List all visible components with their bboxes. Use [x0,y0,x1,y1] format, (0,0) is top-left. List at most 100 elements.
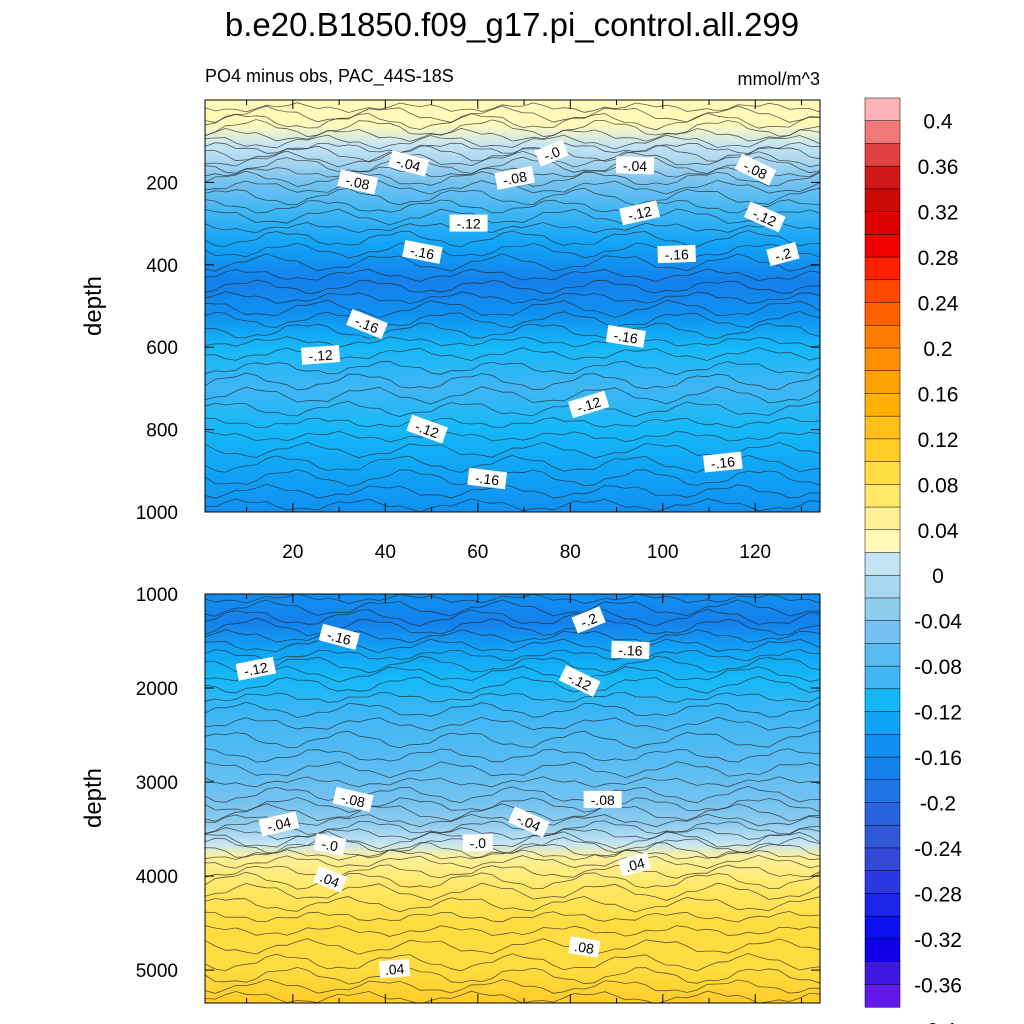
colorbar-label: 0.28 [918,247,959,270]
contour-line [205,841,820,859]
contour-line [205,953,820,972]
contour-label-text: -.16 [710,453,736,471]
colorbar-box [864,393,901,417]
contour-label-text: -.16 [613,327,640,347]
contour-line [205,803,820,822]
contour-line [205,208,820,226]
contour-label: .04 [312,865,348,893]
colorbar-labels: 0.4 0.36 0.32 0.28 0.24 0.2 0.16 0.12 0.08 0.04 0 -… [914,111,962,1024]
y-tick-label: 1000 [136,503,178,524]
contour-label-text: -.0 [541,143,562,164]
colorbar-box [864,688,901,713]
colorbar-box [864,506,901,531]
contour-label-text: -.08 [591,792,615,808]
colorbar-box [864,643,901,667]
lower-frame [204,593,821,1004]
contour-label-text: -.12 [308,347,333,365]
contour-label: -.12 [235,656,277,681]
contour-label-box [583,790,622,808]
colorbar-label: 0.08 [918,474,959,497]
contour-label-box [494,165,535,190]
contour-label-text: -.0 [469,835,486,852]
contour-line [205,638,820,654]
contour-line [205,299,820,319]
contour-line [205,820,820,835]
contour-line [205,134,820,150]
contour-label-box [605,325,646,348]
colorbar-box [864,302,901,326]
contour-label-box [618,852,652,877]
contour-label-box [313,833,347,856]
colorbar-label: -0.2 [920,793,956,816]
contour-line [205,655,820,674]
colorbar-label: 0.24 [918,293,959,316]
colorbar-label: 0.04 [918,520,959,543]
upper-y-axis: 200 400 600 800 1000 [136,173,820,524]
contour-line [205,776,820,788]
contour-line [205,716,820,732]
colorbar-label: -0.32 [914,929,962,952]
contour-label-box [615,156,655,175]
colorbar-label: -0.36 [914,974,962,997]
contour-label: -.16 [611,640,650,660]
contour-label-text: .04 [384,961,405,978]
contour-line [205,242,820,259]
y-tick-label: 1000 [136,585,178,606]
contour-label-text: -.04 [395,153,423,175]
contour-label-box [534,139,569,167]
contour-label-box [318,623,360,650]
contour-label: -.16 [467,467,508,490]
contour-label: -.08 [332,786,374,812]
contour-line [205,938,820,955]
contour-label-box [337,169,379,195]
colorbar-box [864,961,901,985]
contour-line [205,469,820,487]
colorbar-label: -0.4 [920,1020,957,1024]
colorbar-label: -0.28 [914,883,962,906]
contour-line [205,649,820,661]
contour-label-text: -.16 [664,246,689,263]
contour-label-text: -.08 [339,789,366,810]
subtitle-units: mmol/m^3 [738,69,820,89]
contour-label: -.12 [301,345,341,365]
contour-label: -.04 [258,811,300,837]
contour-line [205,864,820,879]
contour-label-box [571,606,606,634]
lower-x-axis [246,594,803,1003]
y-tick-label: 400 [146,256,178,277]
contour-line [205,882,820,901]
contour-label-box [258,811,300,837]
colorbar-label: -0.12 [914,702,962,725]
contour-label-box [567,390,610,419]
contour-line [205,896,820,913]
contour-label: -.08 [494,165,535,190]
colorbar-label: -0.16 [914,747,962,770]
contour-line [205,268,820,282]
y-tick-label: 2000 [136,679,178,700]
contour-label-text: -.08 [501,168,528,188]
contour-line [205,310,820,329]
colorbar [864,97,901,1008]
contour-line [205,925,820,937]
contour-label: -.0 [462,833,494,852]
contour-label-text: -.16 [618,642,643,659]
contour-line [205,854,820,869]
contour-line [205,199,820,214]
contour-line [205,629,820,644]
contour-label-box [558,664,601,697]
contour-label-text: .04 [624,854,647,875]
contour-label: -.12 [406,414,448,444]
contour-line [205,291,820,305]
colorbar-label: 0.32 [918,202,959,225]
colorbar-box [864,574,901,599]
contour-label-box [611,640,650,660]
colorbar-box [864,234,901,258]
contour-label: -.16 [318,623,360,650]
contour-label-box [657,244,696,264]
colorbar-box [864,370,901,394]
contour-line [205,617,820,636]
contour-label-text: -.2 [578,610,599,631]
lower-contour-lines [205,594,820,1003]
y-tick-label: 5000 [136,961,178,982]
colorbar-box [864,665,901,690]
